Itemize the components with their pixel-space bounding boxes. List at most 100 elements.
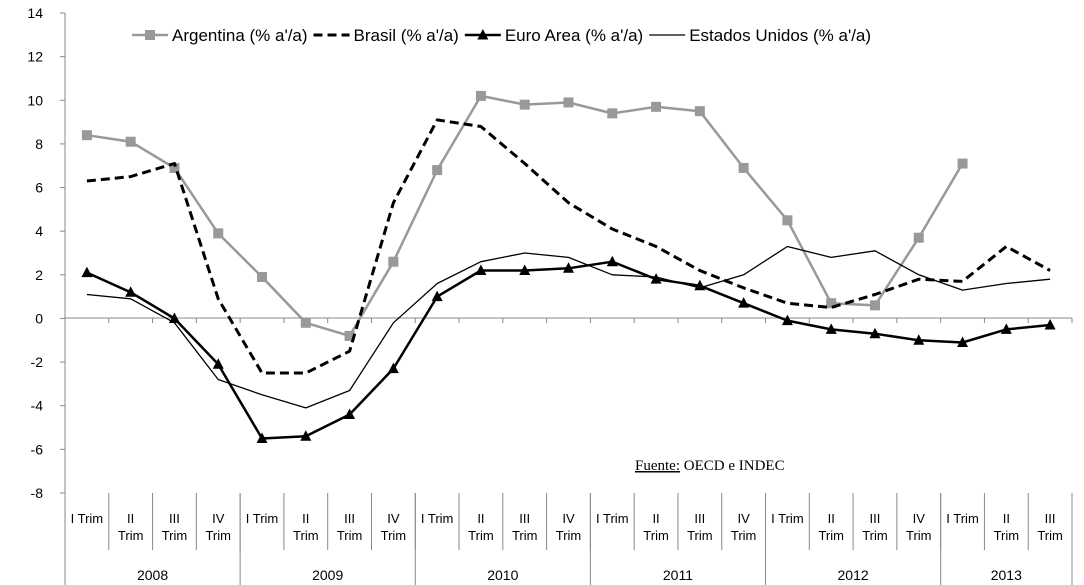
year-label: 2011 (663, 567, 693, 583)
legend-marker (145, 30, 155, 40)
category-label: III Trim (512, 511, 538, 543)
category-label: III Trim (337, 511, 363, 543)
data-point (257, 272, 268, 282)
series-1 (86, 118, 1051, 375)
data-point (387, 362, 399, 374)
data-point (81, 130, 92, 141)
data-point (781, 314, 793, 326)
legend-item: Euro Area (% a'/a) (464, 26, 643, 45)
data-point (606, 255, 618, 267)
year-label: 2012 (838, 567, 869, 583)
data-point (869, 327, 881, 339)
legend-marker (477, 29, 489, 40)
series-2 (81, 255, 1056, 443)
data-point (213, 228, 224, 239)
source-value: OECD e INDEC (680, 458, 785, 474)
data-point (913, 232, 924, 243)
chart-legend: Argentina (% a'/a) Brasil (% a'/a) Euro Ar… (132, 26, 871, 45)
data-point (1000, 323, 1012, 334)
category-label: II Trim (994, 511, 1020, 543)
legend-item: Brasil (% a'/a) (313, 26, 459, 45)
data-point (169, 162, 180, 173)
category-label: I Trim (771, 511, 804, 526)
year-label: 2010 (487, 567, 518, 583)
y-tick-label: 8 (35, 136, 43, 152)
data-point (913, 334, 925, 345)
data-point (81, 266, 93, 278)
data-point (475, 264, 487, 275)
data-point (125, 136, 136, 147)
data-point (300, 430, 312, 441)
y-tick-label: 0 (35, 310, 43, 326)
data-point (1044, 319, 1056, 330)
data-point (212, 358, 224, 369)
y-tick-label: 10 (27, 92, 43, 108)
y-tick-label: 12 (27, 49, 43, 65)
category-label: IV Trim (205, 511, 231, 543)
data-point (300, 317, 311, 328)
data-point (256, 432, 268, 443)
source-annotation: Fuente: OECD e INDEC (635, 458, 785, 474)
category-label: IV Trim (381, 511, 407, 543)
category-label: II Trim (118, 511, 144, 543)
y-tick-label: 4 (35, 223, 43, 239)
year-label: 2008 (137, 567, 168, 583)
data-point (563, 262, 574, 273)
category-label: I Trim (71, 511, 104, 526)
data-point (563, 97, 574, 108)
category-label: IV Trim (556, 511, 582, 543)
category-label: III Trim (162, 511, 188, 543)
data-point (431, 290, 443, 302)
legend-item: Estados Unidos (% a'/a) (649, 26, 871, 45)
category-label: II Trim (818, 511, 844, 543)
category-label: II Trim (293, 511, 319, 543)
data-point (607, 108, 618, 119)
chart-axes: 14 12 10 8 6 4 2 0 -2 -4 -6 -8 I Trim II Trim III Trim IV… (27, 5, 1073, 585)
year-label: 2009 (312, 567, 343, 583)
category-label: IV Trim (906, 511, 932, 543)
data-point (168, 312, 180, 323)
data-point (651, 101, 662, 112)
data-point (432, 165, 443, 176)
year-label: 2013 (991, 567, 1022, 583)
category-label: I Trim (421, 511, 454, 526)
y-tick-label: -2 (31, 354, 44, 370)
category-label: I Trim (946, 511, 979, 526)
data-point (519, 99, 530, 110)
data-point (869, 300, 880, 311)
data-point (475, 90, 486, 101)
y-tick-label: -8 (31, 485, 44, 501)
series-line (86, 260, 1051, 440)
category-label: I Trim (246, 511, 279, 526)
data-point (825, 323, 837, 334)
data-point (650, 273, 662, 284)
category-label: IV Trim (731, 511, 757, 543)
legend-label: Estados Unidos (% a'/a) (689, 26, 871, 45)
data-point (826, 298, 837, 309)
legend-label: Argentina (% a'/a) (172, 26, 308, 45)
series-layer (81, 90, 1056, 443)
data-point (125, 286, 137, 297)
data-point (738, 162, 749, 173)
data-point (957, 336, 969, 347)
y-tick-label: -4 (31, 398, 44, 414)
y-tick-label: -6 (31, 441, 44, 457)
data-point (694, 106, 705, 117)
data-point (344, 330, 355, 341)
data-point (738, 297, 750, 308)
y-tick-label: 14 (27, 5, 43, 21)
category-label: III Trim (1037, 511, 1063, 543)
data-point (388, 256, 399, 267)
legend-label: Euro Area (% a'/a) (505, 26, 643, 45)
series-0 (81, 90, 968, 341)
series-line (86, 245, 1051, 409)
data-point (957, 158, 968, 169)
category-label: III Trim (687, 511, 713, 543)
category-label: I Trim (596, 511, 629, 526)
legend-item: Argentina (% a'/a) (132, 26, 308, 45)
legend-label: Brasil (% a'/a) (354, 26, 459, 45)
y-tick-label: 2 (35, 267, 43, 283)
data-point (782, 215, 793, 226)
source-label: Fuente: (635, 458, 680, 474)
